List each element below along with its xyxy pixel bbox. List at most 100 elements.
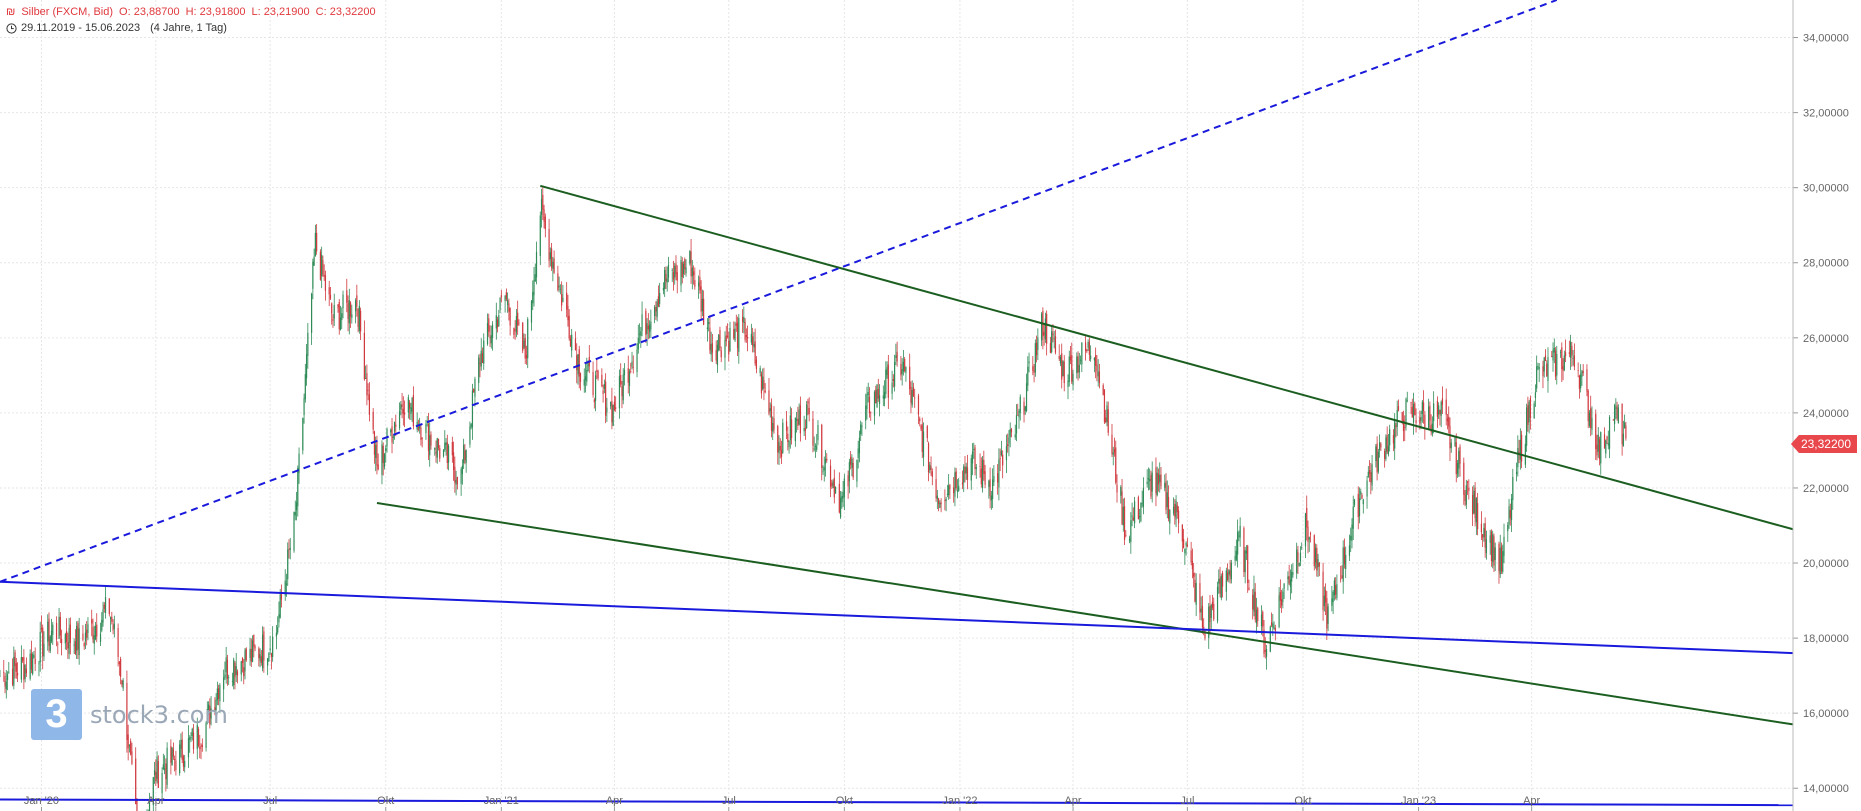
candle-body bbox=[579, 373, 582, 382]
candle-body bbox=[452, 452, 455, 471]
x-tick-label: Apr bbox=[147, 795, 164, 807]
trendline[interactable] bbox=[540, 184, 1794, 531]
candle-body bbox=[1265, 648, 1268, 657]
candle-body bbox=[1499, 547, 1501, 575]
candle-body bbox=[823, 467, 825, 471]
candle-body bbox=[470, 424, 472, 428]
candle-body bbox=[1458, 450, 1460, 469]
candle-body bbox=[1366, 480, 1368, 497]
candle-body bbox=[544, 216, 546, 230]
candle-body bbox=[1588, 412, 1591, 426]
candle-body bbox=[67, 642, 69, 649]
candle-body bbox=[533, 279, 535, 296]
candle-body bbox=[25, 668, 27, 674]
candle-body bbox=[974, 447, 976, 469]
candle-body bbox=[244, 650, 246, 672]
candle-body bbox=[435, 451, 437, 454]
candle-body bbox=[1459, 446, 1461, 464]
candle-body bbox=[921, 424, 923, 453]
candle-body bbox=[131, 751, 133, 764]
candle-body bbox=[39, 631, 41, 663]
trendline[interactable] bbox=[0, 580, 1794, 655]
candle-body bbox=[606, 407, 608, 413]
candle-body bbox=[1111, 434, 1113, 454]
candle-body bbox=[895, 355, 897, 358]
candle-body bbox=[1343, 547, 1346, 565]
candle-body bbox=[1471, 494, 1474, 515]
candle-body bbox=[1219, 578, 1221, 594]
candle-body bbox=[710, 343, 712, 355]
candle-body bbox=[1475, 498, 1477, 523]
candle-body bbox=[807, 401, 809, 404]
candle-body bbox=[245, 648, 247, 661]
candle-body bbox=[734, 328, 736, 341]
candle-body bbox=[23, 656, 25, 680]
candle-body bbox=[269, 648, 271, 651]
candle-body bbox=[738, 317, 740, 352]
candle-body bbox=[1019, 396, 1021, 413]
candle-body bbox=[260, 656, 262, 663]
candle-body bbox=[733, 329, 735, 339]
candle-body bbox=[1474, 487, 1476, 519]
y-tick-label: 32,00000 bbox=[1803, 108, 1849, 120]
candle-body bbox=[1314, 547, 1317, 563]
candle-body bbox=[1489, 535, 1491, 543]
candle-body bbox=[833, 477, 835, 498]
candle-body bbox=[948, 485, 950, 496]
candle-body bbox=[1234, 555, 1236, 561]
candle-body bbox=[311, 293, 313, 333]
candle-body bbox=[47, 621, 49, 642]
candle-body bbox=[584, 376, 587, 380]
candle-body bbox=[814, 446, 817, 447]
candle-body bbox=[1199, 583, 1201, 613]
candle-body bbox=[1405, 398, 1407, 427]
candle-body bbox=[1492, 534, 1494, 562]
candle-body bbox=[419, 425, 421, 429]
candle-body bbox=[82, 633, 84, 640]
trendline[interactable] bbox=[0, 0, 1558, 583]
candle-body bbox=[1149, 478, 1151, 482]
candle-body bbox=[1438, 405, 1440, 415]
candle-body bbox=[999, 458, 1001, 460]
candle-body bbox=[1297, 552, 1299, 563]
candle-body bbox=[504, 295, 506, 302]
candle-body bbox=[867, 392, 869, 396]
candle-body bbox=[1500, 546, 1503, 572]
candle-body bbox=[437, 438, 440, 449]
candle-body bbox=[280, 592, 283, 600]
candle-body bbox=[1015, 415, 1018, 434]
trendline[interactable] bbox=[0, 798, 1794, 807]
candle-body bbox=[120, 658, 122, 677]
candle-body bbox=[1483, 528, 1485, 538]
candle-body bbox=[966, 467, 969, 480]
candle-body bbox=[1141, 503, 1143, 505]
candle-body bbox=[577, 354, 579, 375]
candle-body bbox=[455, 480, 457, 485]
candle-body bbox=[1543, 357, 1545, 372]
candle-body bbox=[729, 327, 731, 351]
candle-body bbox=[1622, 433, 1624, 446]
trendline[interactable] bbox=[376, 501, 1794, 726]
candle-body bbox=[885, 369, 887, 394]
candle-body bbox=[192, 732, 195, 750]
candle-body bbox=[1292, 572, 1294, 575]
candle-body bbox=[1590, 408, 1592, 428]
candle-body bbox=[13, 656, 15, 686]
candle-body bbox=[184, 760, 186, 768]
candle-body bbox=[1159, 474, 1161, 483]
candle-body bbox=[1573, 355, 1575, 367]
candle-body bbox=[752, 336, 754, 346]
candle-body bbox=[337, 304, 339, 308]
candle-body bbox=[83, 643, 85, 647]
date-range: 29.11.2019 - 15.06.2023 bbox=[21, 22, 141, 34]
candle-body bbox=[349, 302, 352, 317]
candle-body bbox=[552, 261, 554, 269]
candle-body bbox=[231, 681, 234, 683]
candle-body bbox=[1358, 498, 1361, 517]
candle-body bbox=[641, 314, 643, 331]
candle-body bbox=[272, 636, 274, 658]
candle-body bbox=[287, 549, 289, 580]
candle-body bbox=[1201, 605, 1204, 628]
candle-body bbox=[22, 657, 24, 661]
